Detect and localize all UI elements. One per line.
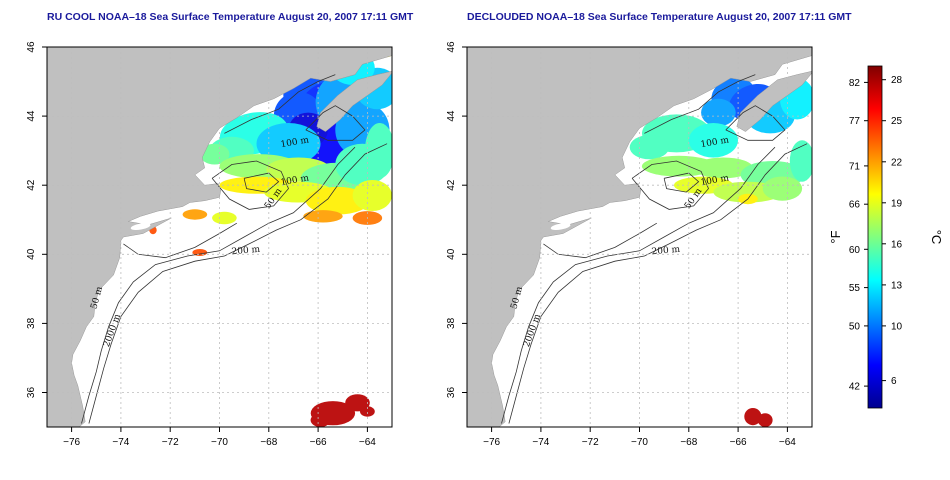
- latitude-tick-label: 44: [26, 110, 37, 122]
- celsius-tick-label: 25: [891, 116, 903, 127]
- depth-contour: [663, 172, 700, 193]
- left-mainland: [47, 47, 392, 427]
- longitude-tick-label: −68: [260, 437, 277, 448]
- depth-contour: [501, 146, 776, 424]
- longitude-tick-label: −76: [63, 437, 80, 448]
- depth-contour: [631, 160, 709, 210]
- contour-label: 100 m: [700, 173, 730, 188]
- sst-patch: [789, 140, 812, 182]
- colorbar-gradient: [867, 65, 883, 409]
- longitude-tick-label: −72: [582, 437, 599, 448]
- fahrenheit-tick-label: 71: [849, 161, 861, 172]
- right-map-title: DECLOUDED NOAA–18 Sea Surface Temperatur…: [467, 11, 852, 23]
- depth-contour: [725, 105, 786, 141]
- latitude-tick-label: 44: [446, 110, 457, 122]
- right-nova-scotia: [736, 70, 812, 132]
- longitude-tick-label: −72: [162, 437, 179, 448]
- temperature-colorbar: 82 77 71 66 60 55 50 42 28 25 22 19 16 13 10 6 °F °C: [820, 50, 950, 430]
- latitude-tick-label: 38: [446, 317, 457, 329]
- fahrenheit-tick-label: 82: [849, 78, 861, 89]
- sst-patch: [629, 135, 670, 160]
- contour-label: 100 m: [280, 135, 310, 150]
- right-graticule: [467, 46, 812, 427]
- right-mainland: [467, 47, 812, 427]
- right-depth-contours: [501, 74, 808, 424]
- depth-contour: [243, 172, 280, 193]
- warm-sst-patch: [744, 408, 762, 426]
- left-graticule: [47, 46, 392, 427]
- right-sst-map-panel: 100 m 100 m 50 m 200 m 50 m 2000 m −76 −74 −72 −7…: [420, 30, 840, 480]
- longitude-tick-label: −76: [483, 437, 500, 448]
- long-island-sound: [130, 223, 151, 231]
- depth-contour: [644, 74, 756, 134]
- fahrenheit-tick-label: 55: [849, 283, 861, 294]
- depth-contour: [224, 74, 336, 134]
- celsius-tick-label: 22: [891, 157, 903, 168]
- fahrenheit-axis-label: °F: [828, 230, 843, 243]
- sst-patch: [303, 210, 343, 223]
- celsius-tick-label: 13: [891, 280, 903, 291]
- fahrenheit-tick-label: 42: [849, 382, 861, 393]
- long-island-sound: [550, 223, 571, 231]
- longitude-tick-label: −66: [730, 437, 747, 448]
- longitude-tick-label: −68: [680, 437, 697, 448]
- latitude-tick-label: 46: [26, 41, 37, 53]
- longitude-tick-label: −64: [779, 437, 796, 448]
- left-nova-scotia: [316, 70, 392, 132]
- longitude-tick-label: −64: [359, 437, 376, 448]
- contour-label: 100 m: [280, 173, 310, 188]
- depth-contour: [81, 146, 356, 424]
- celsius-tick-label: 10: [891, 321, 903, 332]
- celsius-tick-label: 6: [891, 376, 897, 387]
- longitude-tick-label: −74: [112, 437, 129, 448]
- celsius-axis-label: °C: [929, 230, 944, 245]
- latitude-tick-label: 38: [26, 317, 37, 329]
- sst-patch: [352, 180, 392, 211]
- latitude-tick-label: 40: [26, 248, 37, 260]
- warm-sst-patch: [310, 413, 331, 427]
- left-depth-contours: [81, 74, 388, 424]
- warm-sst-patch: [757, 413, 773, 427]
- fahrenheit-tick-label: 60: [849, 245, 861, 256]
- depth-contour: [508, 143, 808, 424]
- fahrenheit-tick-label: 66: [849, 200, 861, 211]
- longitude-tick-label: −74: [532, 437, 549, 448]
- depth-contour: [305, 105, 366, 141]
- longitude-tick-label: −70: [631, 437, 648, 448]
- sst-patch: [199, 143, 230, 165]
- latitude-tick-label: 36: [26, 387, 37, 399]
- warm-sst-patch: [360, 406, 375, 417]
- sst-patch: [212, 211, 237, 225]
- longitude-tick-label: −70: [211, 437, 228, 448]
- celsius-tick-label: 19: [891, 198, 903, 209]
- left-sst-map-panel: 100 m 100 m 50 m 200 m 50 m 2000 m −76 −74 −72 −7…: [0, 30, 420, 480]
- celsius-tick-label: 28: [891, 75, 903, 86]
- colorbar-svg: 82 77 71 66 60 55 50 42 28 25 22 19 16 13 10 6 °F °C: [828, 65, 944, 409]
- left-map-title: RU COOL NOAA–18 Sea Surface Temperature …: [47, 11, 414, 23]
- longitude-tick-label: −66: [310, 437, 327, 448]
- depth-contour: [123, 222, 238, 259]
- sst-patch: [701, 98, 736, 127]
- latitude-tick-label: 42: [26, 179, 37, 191]
- latitude-tick-label: 46: [446, 41, 457, 53]
- celsius-tick-label: 16: [891, 239, 903, 250]
- depth-contour: [543, 222, 658, 259]
- latitude-tick-label: 36: [446, 387, 457, 399]
- sst-patch: [182, 209, 208, 220]
- sst-patch: [688, 123, 738, 158]
- fahrenheit-tick-label: 50: [849, 321, 861, 332]
- sst-patch: [256, 123, 321, 165]
- depth-contour: [211, 160, 289, 210]
- fahrenheit-tick-label: 77: [849, 116, 861, 127]
- sst-patch: [364, 123, 392, 179]
- contour-label: 100 m: [700, 135, 730, 150]
- latitude-tick-label: 40: [446, 248, 457, 260]
- depth-contour: [88, 143, 388, 424]
- latitude-tick-label: 42: [446, 179, 457, 191]
- sst-patch: [762, 176, 803, 201]
